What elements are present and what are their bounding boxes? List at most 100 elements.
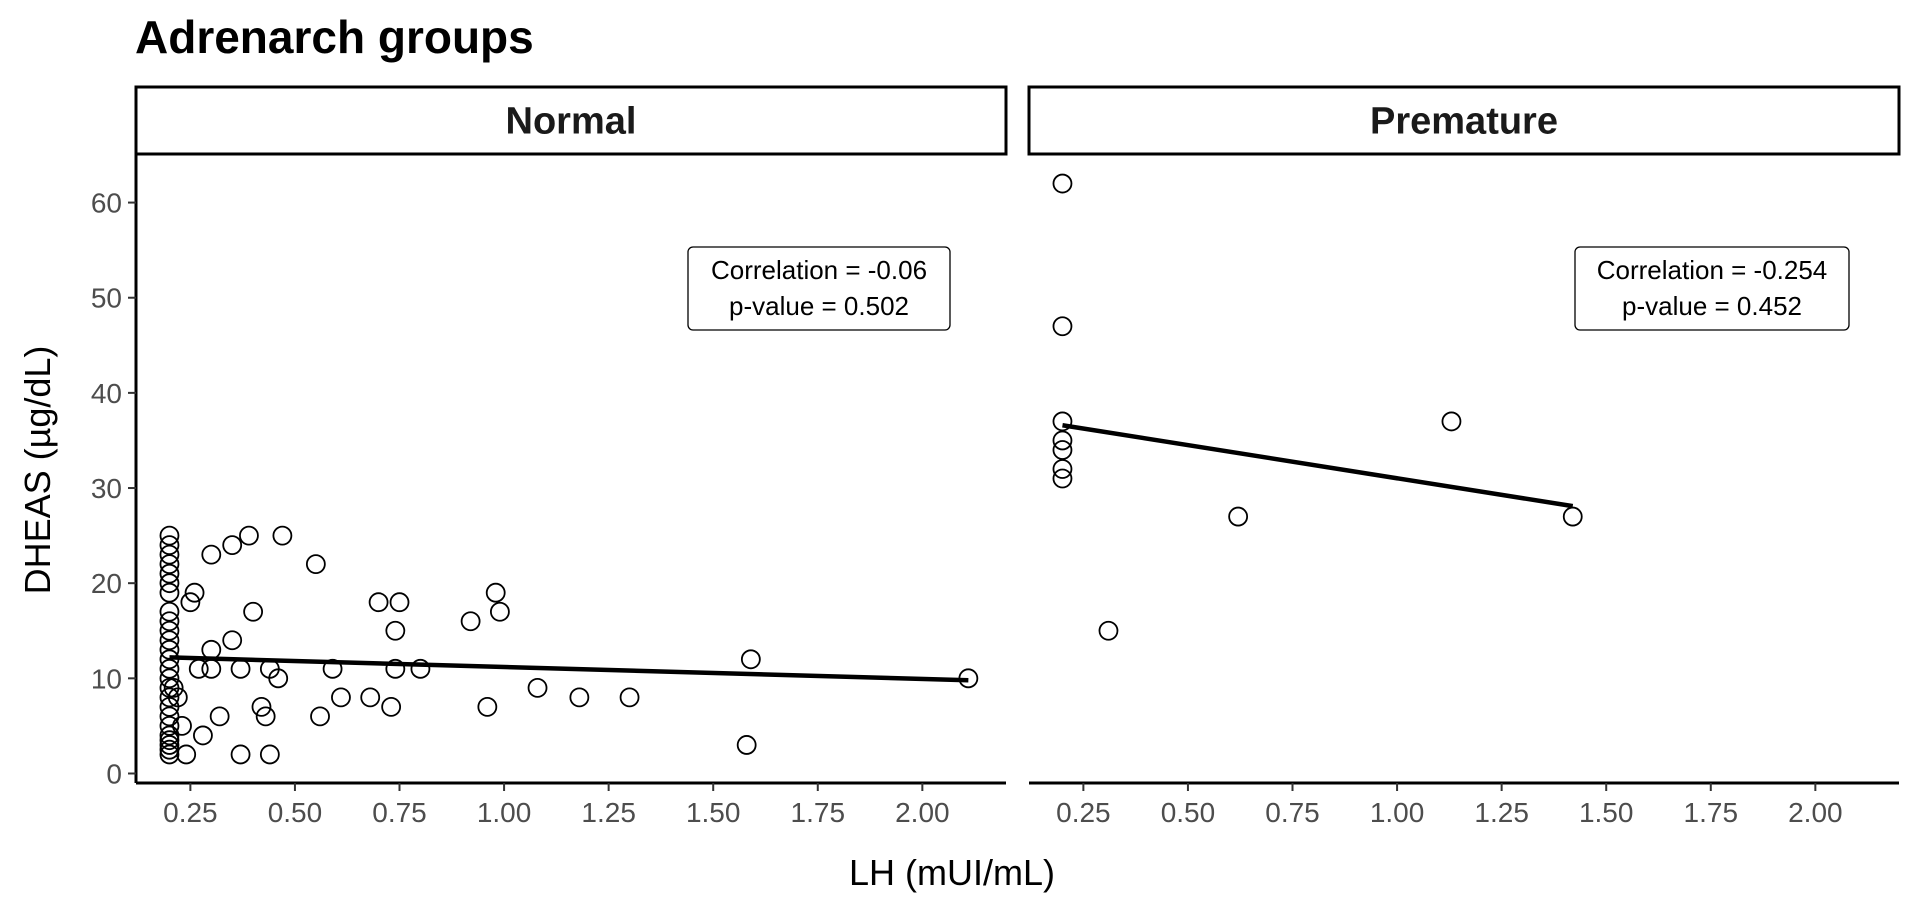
annotation-correlation: Correlation = -0.06 bbox=[711, 255, 927, 285]
data-point bbox=[385, 620, 406, 641]
data-point bbox=[1052, 468, 1073, 489]
x-tick-label: 2.00 bbox=[895, 797, 950, 828]
data-point bbox=[159, 735, 180, 755]
data-point bbox=[159, 611, 180, 632]
data-point bbox=[184, 582, 205, 603]
annotation-box bbox=[687, 246, 951, 331]
annotation-correlation: Correlation = -0.254 bbox=[1597, 255, 1828, 285]
annotation-box bbox=[1574, 246, 1850, 331]
data-point bbox=[159, 706, 180, 727]
data-point bbox=[230, 658, 251, 679]
data-point bbox=[368, 592, 389, 613]
data-point bbox=[460, 611, 481, 632]
data-point bbox=[569, 687, 590, 708]
data-point bbox=[159, 658, 180, 679]
x-tick-label: 0.25 bbox=[1056, 797, 1111, 828]
regression-line bbox=[169, 655, 969, 683]
data-point bbox=[201, 658, 222, 679]
facet-strip bbox=[1027, 85, 1901, 156]
x-tick-label: 1.75 bbox=[791, 797, 846, 828]
data-point bbox=[159, 573, 180, 594]
data-point bbox=[477, 696, 498, 717]
data-point bbox=[1098, 620, 1119, 641]
data-point bbox=[385, 658, 406, 679]
data-point bbox=[159, 554, 180, 575]
facet-strip bbox=[134, 85, 1008, 156]
data-point bbox=[1052, 430, 1073, 451]
data-point bbox=[159, 582, 180, 603]
data-point bbox=[1052, 440, 1073, 460]
x-tick-label: 1.25 bbox=[581, 797, 636, 828]
data-point bbox=[159, 525, 180, 546]
data-point bbox=[159, 687, 180, 708]
x-tick-label: 0.75 bbox=[1265, 797, 1320, 828]
x-tick-label: 2.00 bbox=[1788, 797, 1843, 828]
data-point bbox=[167, 687, 188, 708]
x-tick-label: 1.25 bbox=[1474, 797, 1529, 828]
data-point bbox=[243, 601, 264, 622]
annotation-pvalue: p-value = 0.452 bbox=[1622, 291, 1802, 321]
data-point bbox=[527, 677, 548, 698]
data-point bbox=[489, 601, 510, 622]
data-point bbox=[159, 620, 180, 641]
x-tick-label: 1.75 bbox=[1684, 797, 1739, 828]
data-point bbox=[331, 687, 351, 708]
facet-strip-label: Normal bbox=[506, 101, 637, 143]
data-point bbox=[201, 639, 222, 660]
data-point bbox=[381, 696, 402, 717]
data-point bbox=[305, 554, 326, 575]
data-point bbox=[239, 525, 259, 546]
x-tick-label: 1.50 bbox=[686, 797, 741, 828]
data-point bbox=[176, 744, 197, 765]
data-point bbox=[159, 744, 180, 765]
data-point bbox=[251, 696, 272, 717]
data-point bbox=[222, 630, 243, 651]
data-point bbox=[159, 544, 180, 565]
data-point bbox=[1228, 506, 1249, 527]
data-point bbox=[268, 668, 289, 689]
correlation-annotation: Correlation = -0.254 p-value = 0.452 bbox=[1574, 246, 1850, 331]
data-point bbox=[1052, 173, 1073, 194]
y-tick-label: 60 bbox=[91, 188, 122, 219]
data-point bbox=[180, 592, 201, 613]
y-tick-label: 0 bbox=[106, 758, 122, 789]
data-point bbox=[159, 725, 180, 746]
data-point bbox=[259, 744, 280, 765]
data-point bbox=[201, 544, 222, 565]
data-point bbox=[159, 563, 180, 584]
data-point bbox=[255, 706, 276, 727]
data-point bbox=[736, 735, 757, 755]
x-tick-label: 1.50 bbox=[1579, 797, 1634, 828]
x-tick-label: 1.00 bbox=[1370, 797, 1425, 828]
x-tick-label: 1.00 bbox=[477, 797, 532, 828]
data-point bbox=[222, 535, 243, 556]
data-point bbox=[389, 592, 410, 613]
correlation-annotation: Correlation = -0.06 p-value = 0.502 bbox=[687, 246, 951, 331]
data-point bbox=[1052, 411, 1073, 432]
data-point bbox=[1562, 506, 1583, 527]
y-tick-label: 20 bbox=[91, 568, 122, 599]
y-tick-label: 50 bbox=[91, 283, 122, 314]
facet-strip-label: Premature bbox=[1370, 101, 1558, 143]
data-point bbox=[230, 744, 251, 765]
data-point bbox=[740, 649, 761, 670]
data-point bbox=[159, 668, 180, 689]
panel-normal: Normal 0.25 0.50 0.75 1.00 1.25 1.50 1.75 2.00 0 1… bbox=[91, 85, 1008, 828]
annotation-pvalue: p-value = 0.502 bbox=[729, 291, 909, 321]
panel-premature: Premature 0.25 0.50 0.75 1.00 1.25 1.50 1.75 2.0… bbox=[1027, 85, 1901, 828]
x-tick-label: 0.50 bbox=[268, 797, 323, 828]
x-tick-label: 0.75 bbox=[372, 797, 427, 828]
data-point bbox=[1052, 316, 1073, 337]
data-point bbox=[485, 582, 506, 603]
data-point bbox=[159, 601, 180, 622]
data-point bbox=[172, 716, 192, 736]
data-point bbox=[159, 730, 180, 751]
data-point bbox=[410, 658, 431, 679]
y-axis-title: DHEAS (µg/dL) bbox=[17, 346, 58, 595]
y-tick-label: 30 bbox=[91, 473, 122, 504]
data-point bbox=[159, 716, 180, 736]
x-tick-label: 0.50 bbox=[1161, 797, 1216, 828]
chart-title: Adrenarch groups bbox=[135, 11, 534, 63]
x-tick-label: 0.25 bbox=[163, 797, 218, 828]
